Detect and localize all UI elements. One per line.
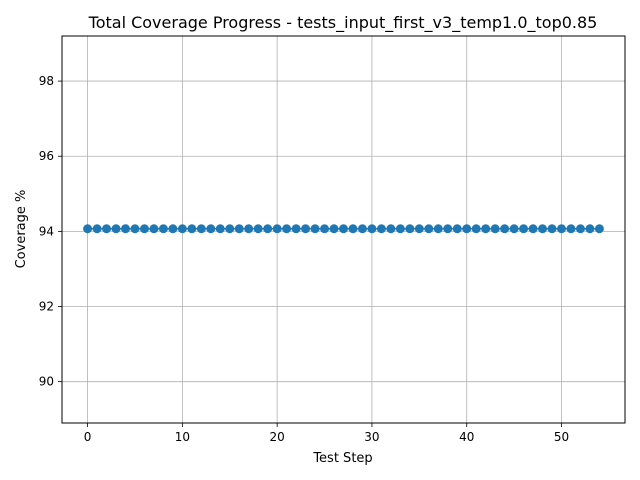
data-point xyxy=(386,224,396,234)
x-tick-label: 0 xyxy=(84,430,92,444)
data-point xyxy=(395,224,405,234)
data-point xyxy=(471,224,481,234)
data-point xyxy=(121,224,131,234)
y-tick-label: 90 xyxy=(39,375,54,389)
y-tick-label: 98 xyxy=(39,74,54,88)
data-point xyxy=(168,224,178,234)
y-tick-label: 94 xyxy=(39,224,54,238)
y-axis-label: Coverage % xyxy=(14,190,29,269)
data-point xyxy=(320,224,330,234)
data-point xyxy=(158,224,168,234)
data-point xyxy=(538,224,548,234)
data-point xyxy=(225,224,235,234)
plot-frame xyxy=(61,35,626,424)
data-point xyxy=(149,224,159,234)
data-point xyxy=(196,224,206,234)
chart-title: Total Coverage Progress - tests_input_fi… xyxy=(88,13,598,33)
data-point xyxy=(556,224,566,234)
data-point xyxy=(452,224,462,234)
data-point xyxy=(206,224,216,234)
data-point xyxy=(83,224,93,234)
x-tick-label: 20 xyxy=(270,430,285,444)
data-point xyxy=(272,224,282,234)
series-layer xyxy=(83,224,604,234)
data-point xyxy=(405,224,415,234)
data-point xyxy=(575,224,585,234)
data-point xyxy=(253,224,263,234)
data-point xyxy=(443,224,453,234)
y-tick-label: 96 xyxy=(39,149,54,163)
x-tick-label: 50 xyxy=(554,430,569,444)
data-point xyxy=(234,224,244,234)
data-point xyxy=(215,224,225,234)
ticks: 0 10 20 30 40 50 90 92 94 96 98 xyxy=(39,74,569,444)
data-point xyxy=(282,224,292,234)
data-point xyxy=(139,224,149,234)
y-tick-label: 92 xyxy=(39,300,54,314)
data-point xyxy=(519,224,529,234)
data-point xyxy=(414,224,424,234)
data-point xyxy=(500,224,510,234)
data-point xyxy=(130,224,140,234)
data-point xyxy=(339,224,348,234)
data-point xyxy=(585,224,595,234)
data-point xyxy=(594,224,604,234)
data-point xyxy=(490,224,500,234)
x-tick-label: 40 xyxy=(459,430,474,444)
data-point xyxy=(187,224,197,234)
data-point xyxy=(547,224,557,234)
data-point xyxy=(111,224,121,234)
data-point xyxy=(376,224,386,234)
x-axis-label: Test Step xyxy=(312,451,372,466)
data-point xyxy=(462,224,472,234)
data-point xyxy=(509,224,519,234)
data-point xyxy=(424,224,434,234)
data-point xyxy=(102,224,112,234)
x-tick-label: 10 xyxy=(175,430,190,444)
data-point xyxy=(301,224,311,234)
data-point xyxy=(291,224,301,234)
data-point xyxy=(310,224,320,234)
data-point xyxy=(348,224,358,234)
data-point xyxy=(566,224,576,234)
data-point xyxy=(367,224,377,234)
data-point xyxy=(329,224,339,234)
x-tick-label: 30 xyxy=(364,430,379,444)
data-point xyxy=(481,224,491,234)
data-point xyxy=(433,224,443,234)
data-point xyxy=(244,224,254,234)
data-point xyxy=(357,224,367,234)
data-point xyxy=(263,224,273,234)
data-point xyxy=(528,224,538,234)
data-point xyxy=(177,224,187,234)
data-point xyxy=(92,224,102,234)
